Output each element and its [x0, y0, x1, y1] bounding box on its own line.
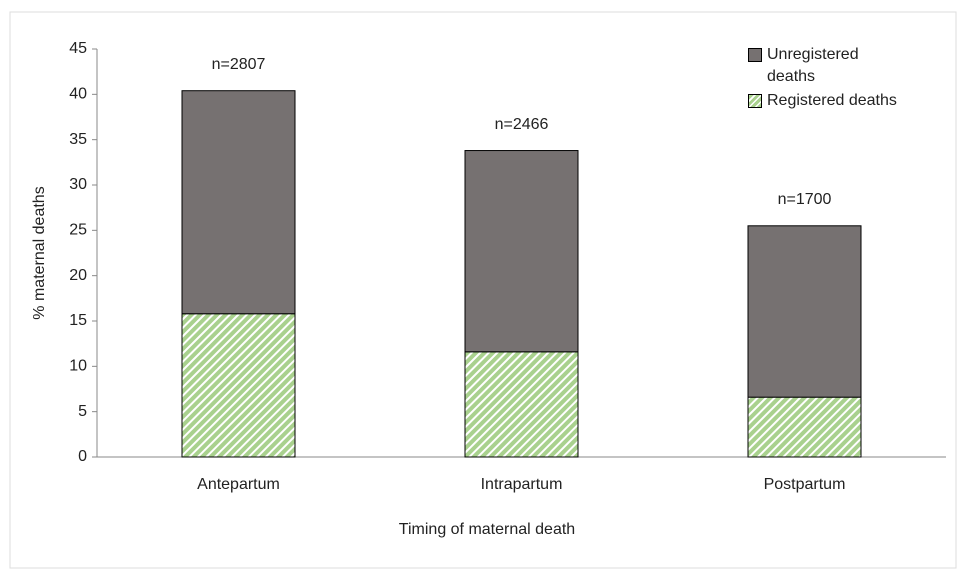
- frame: [9, 11, 957, 569]
- y-tick-label: 15: [69, 312, 87, 329]
- legend: Unregistered deaths Registered deaths: [748, 44, 917, 114]
- y-tick-label: 30: [69, 176, 87, 193]
- legend-swatch: [748, 48, 762, 62]
- x-tick-label: Postpartum: [764, 476, 846, 493]
- bar-annotation: n=1700: [778, 191, 832, 208]
- legend-item: Unregistered deaths: [748, 44, 917, 88]
- y-tick-label: 25: [69, 222, 87, 239]
- y-tick-label: 5: [78, 403, 87, 420]
- legend-swatch: [748, 94, 762, 108]
- bar-segment: [747, 225, 862, 398]
- x-tick-label: Intrapartum: [481, 476, 563, 493]
- bar-segment: [464, 351, 579, 458]
- y-tick-label: 10: [69, 358, 87, 375]
- y-tick-label: 45: [69, 40, 87, 57]
- y-axis-label: % maternal deaths: [31, 186, 48, 319]
- bar-annotation: n=2466: [495, 116, 549, 133]
- y-tick-label: 40: [69, 86, 87, 103]
- y-tick-label: 0: [78, 448, 87, 465]
- legend-label: Registered deaths: [767, 92, 897, 109]
- bar-segment: [464, 150, 579, 353]
- legend-item: Registered deaths: [748, 90, 917, 112]
- bar-segment: [181, 90, 296, 315]
- x-axis-label: Timing of maternal death: [399, 521, 575, 538]
- y-tick-label: 35: [69, 131, 87, 148]
- legend-label: Unregistered deaths: [767, 46, 859, 85]
- bar-segment: [747, 396, 862, 458]
- bar-annotation: n=2807: [212, 56, 266, 73]
- bar-segment: [181, 313, 296, 458]
- x-tick-label: Antepartum: [197, 476, 280, 493]
- y-tick-label: 20: [69, 267, 87, 284]
